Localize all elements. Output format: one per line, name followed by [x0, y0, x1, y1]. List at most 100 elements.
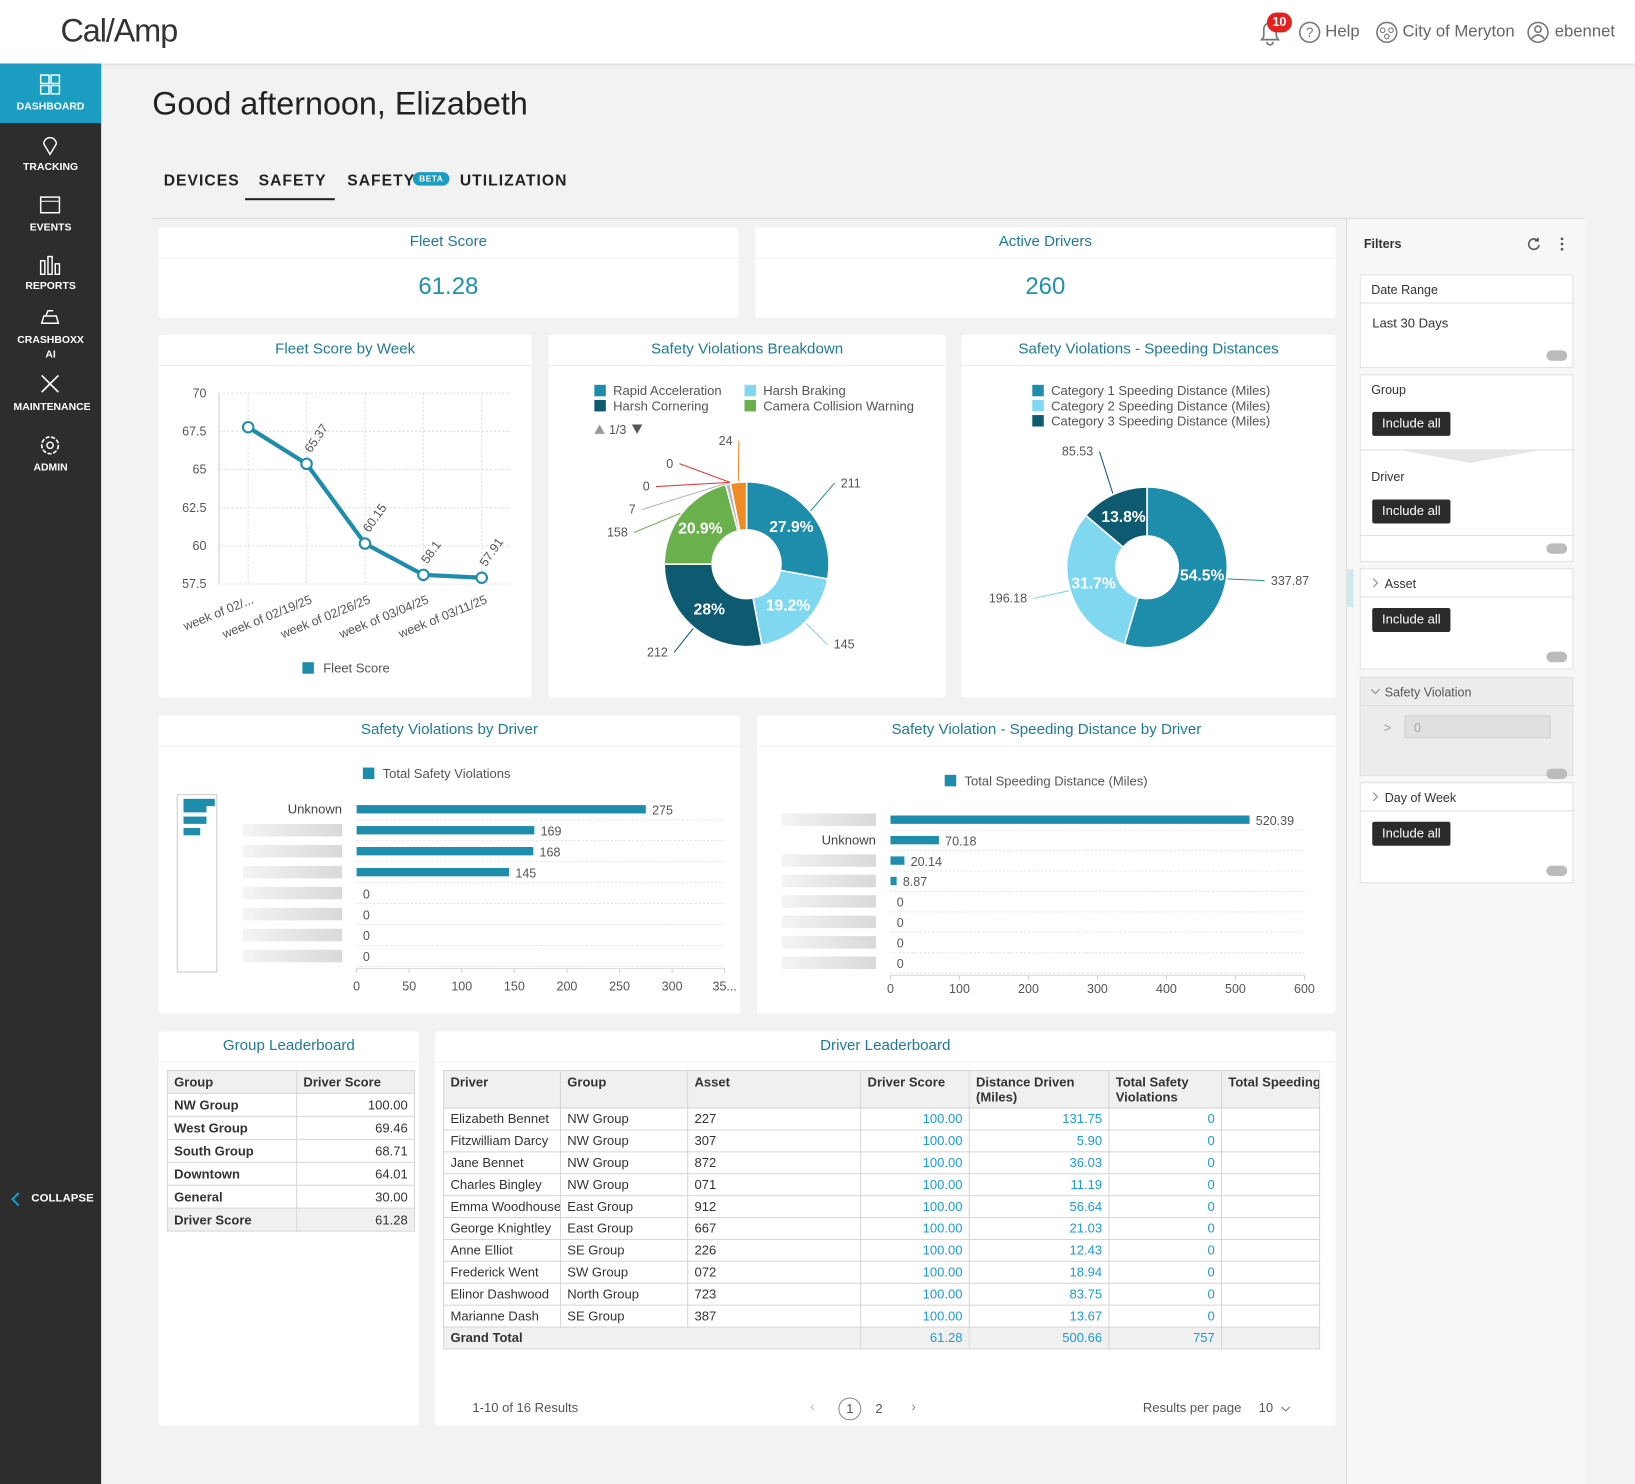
- legend-label: Category 3 Speeding Distance (Miles): [1051, 413, 1270, 428]
- redacted-label: [242, 928, 343, 942]
- column-header[interactable]: Total Safety Violations: [1108, 1069, 1223, 1109]
- cell: 18.94: [968, 1260, 1110, 1284]
- cell: 0: [1108, 1173, 1223, 1197]
- cell: 61.28: [296, 1207, 416, 1232]
- toggle[interactable]: [1546, 768, 1568, 780]
- per-page-chevron: [1281, 1406, 1291, 1412]
- column-header[interactable]: Driver Score: [296, 1069, 416, 1094]
- nav-item[interactable]: REPORTS: [25, 280, 76, 293]
- column-header[interactable]: Driver: [443, 1069, 561, 1109]
- page-button[interactable]: 2: [875, 1401, 883, 1417]
- organization[interactable]: City of Meryton: [1402, 22, 1515, 41]
- card-title: Safety Violation - Speeding Distance by …: [891, 721, 1202, 739]
- column-header[interactable]: Distance Driven (Miles): [968, 1069, 1110, 1109]
- leader-line: [805, 622, 828, 645]
- include-all-button[interactable]: Include all: [1372, 607, 1451, 632]
- number-input[interactable]: 0: [1404, 715, 1551, 739]
- tab[interactable]: SAFETY: [258, 172, 327, 190]
- cell: 872: [687, 1151, 862, 1175]
- column-header[interactable]: Total Speeding Distance (Miles: [1221, 1069, 1321, 1109]
- filter-divider: [1360, 534, 1575, 537]
- toggle[interactable]: [1546, 350, 1568, 361]
- cell: 30.00: [296, 1184, 416, 1209]
- row: Marianne Dash SE Group 387 100.00 13.67 0: [443, 1304, 1321, 1328]
- column-header[interactable]: Asset: [687, 1069, 862, 1109]
- user-name[interactable]: ebennet: [1554, 22, 1616, 41]
- icon-part: [39, 196, 61, 214]
- notification-badge[interactable]: 10: [1266, 12, 1292, 33]
- tab[interactable]: DEVICES: [163, 172, 240, 190]
- data-label: 0: [897, 957, 904, 971]
- toggle[interactable]: [1546, 651, 1568, 663]
- card-title: Fleet Score: [409, 233, 488, 251]
- legend-label: Rapid Acceleration: [613, 383, 722, 398]
- column-header[interactable]: Driver Score: [860, 1069, 970, 1109]
- row: Fitzwilliam Darcy NW Group 307 100.00 5.90 0: [443, 1129, 1321, 1153]
- toggle[interactable]: [1546, 865, 1568, 877]
- filters-panel: Filters Date Range Last 30 Days Group Includ…: [1346, 219, 1586, 1484]
- tab[interactable]: UTILIZATION: [459, 172, 568, 190]
- filter-operator: >: [1383, 720, 1392, 736]
- cell: East Group: [559, 1217, 689, 1240]
- include-all-button[interactable]: Include all: [1372, 821, 1451, 846]
- card-title: Group Leaderboard: [222, 1037, 355, 1055]
- outer-label: 211: [841, 476, 861, 490]
- page-prev[interactable]: ‹: [810, 1398, 815, 1415]
- tab[interactable]: SAFETY: [347, 172, 416, 190]
- cell: 227: [687, 1107, 862, 1131]
- outer-label: 85.53: [1062, 445, 1093, 459]
- filter-divider: [1360, 302, 1575, 304]
- slice-label: 28%: [694, 601, 725, 618]
- cell: 912: [687, 1195, 862, 1219]
- icon-part: [46, 441, 54, 450]
- icon-circle: [1527, 21, 1549, 44]
- y-tick-label: 57.5: [182, 577, 206, 591]
- column-header[interactable]: Group: [559, 1069, 689, 1109]
- filter-label: Driver: [1371, 469, 1405, 484]
- dot: [1560, 237, 1564, 241]
- nav-item[interactable]: CRASHBOXX AI: [17, 334, 84, 361]
- data-label: 0: [363, 929, 370, 943]
- cell: 072: [687, 1260, 862, 1284]
- redacted-label: [782, 874, 876, 888]
- header-row: Driver Group Asset Driver Score Distance Dri…: [443, 1069, 1321, 1109]
- point: [475, 571, 488, 585]
- legend-swatch: [594, 384, 606, 397]
- per-page[interactable]: 10: [1258, 1400, 1274, 1416]
- cell: 64.01: [296, 1161, 416, 1186]
- filter-value[interactable]: Last 30 Days: [1372, 315, 1449, 331]
- nav-item[interactable]: DASHBOARD: [16, 101, 85, 113]
- expand-chevron: [1372, 578, 1379, 588]
- nav-item[interactable]: EVENTS: [29, 222, 72, 234]
- column-header[interactable]: Group: [166, 1069, 298, 1094]
- outer-label: 196.18: [989, 592, 1027, 606]
- cell: 100.00: [860, 1282, 970, 1306]
- page-next[interactable]: ›: [911, 1398, 916, 1415]
- panel-handle[interactable]: [1347, 569, 1354, 607]
- cell: Marianne Dash: [443, 1304, 561, 1328]
- row: NW Group 100.00: [166, 1092, 416, 1117]
- toggle[interactable]: [1546, 543, 1568, 554]
- row: Emma Woodhouse East Group 912 100.00 56.64 0: [443, 1195, 1321, 1219]
- leader-line: [673, 628, 694, 653]
- nav-item[interactable]: TRACKING: [23, 161, 79, 174]
- cell: North Group: [559, 1282, 689, 1306]
- include-all-button[interactable]: Include all: [1372, 411, 1451, 436]
- nav-item[interactable]: MAINTENANCE: [13, 401, 91, 413]
- x-tick-label: 0: [887, 982, 894, 996]
- help-link[interactable]: Help: [1325, 22, 1360, 41]
- include-all-button[interactable]: Include all: [1372, 499, 1451, 524]
- nav-item[interactable]: ADMIN: [33, 461, 68, 474]
- y-tick-label: Unknown: [288, 801, 342, 816]
- redacted-label: [782, 854, 876, 867]
- x-tick-label: 400: [1156, 982, 1177, 996]
- collapse[interactable]: COLLAPSE: [31, 1192, 94, 1205]
- page-button[interactable]: 1: [838, 1397, 862, 1421]
- y-tick-label: Unknown: [822, 832, 876, 847]
- chevron: [1372, 578, 1379, 588]
- chart-card: Safety Violations Breakdown 27.9% 19.2% 28%…: [548, 334, 946, 698]
- row: Frederick Went SW Group 072 100.00 18.94 0: [443, 1260, 1321, 1284]
- cell: 100.00: [860, 1107, 970, 1131]
- filter-label: Day of Week: [1384, 790, 1457, 806]
- card-title: Safety Violations - Speeding Distances: [1018, 341, 1279, 358]
